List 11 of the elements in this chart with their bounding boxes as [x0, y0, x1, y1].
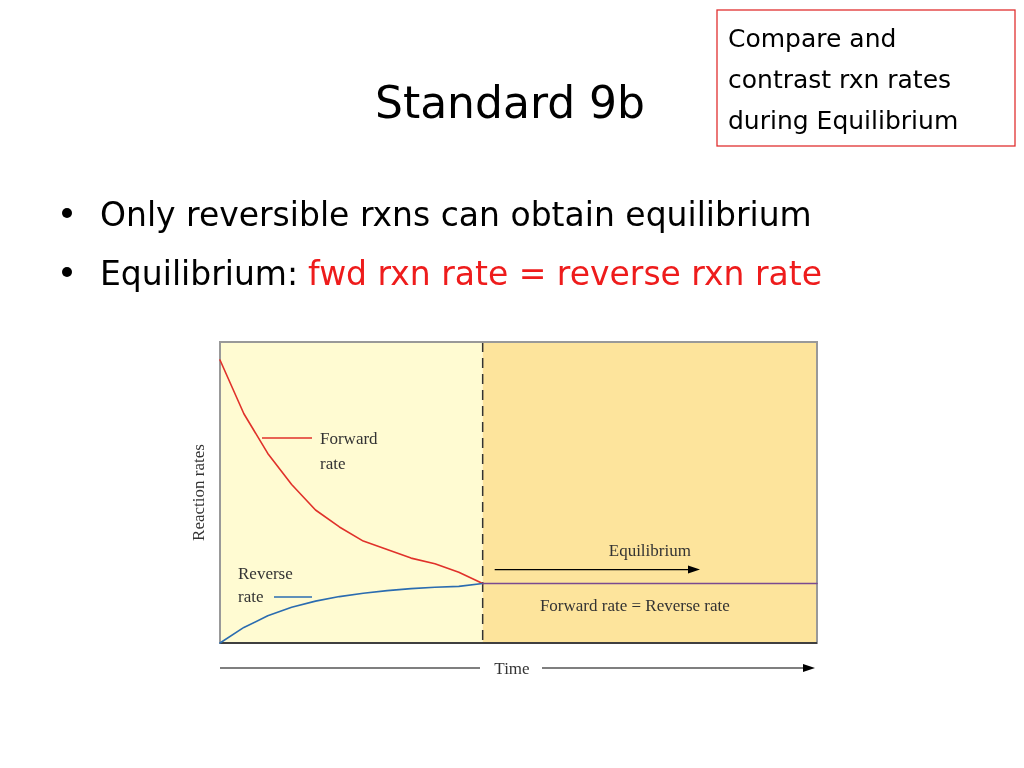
chart-title: Standard 9b	[374, 77, 646, 128]
text: fwd rxn rate = reverse rxn rate	[308, 254, 823, 293]
legend-label: Forward rate	[320, 429, 379, 473]
annotation: Forward rate = Reverse rate	[539, 595, 730, 615]
text: Equilibrium:	[100, 254, 299, 293]
text: Compare and contrast rxn rates during Equilibrium	[728, 24, 959, 135]
annotation: Equilibrium	[608, 540, 691, 560]
x-axis-title: Time	[494, 659, 530, 678]
text: Only reversible rxns can obtain equilibrium	[100, 195, 812, 234]
y-axis-title: Reaction rates	[189, 444, 208, 541]
series-label: Reverse rate	[238, 564, 293, 606]
